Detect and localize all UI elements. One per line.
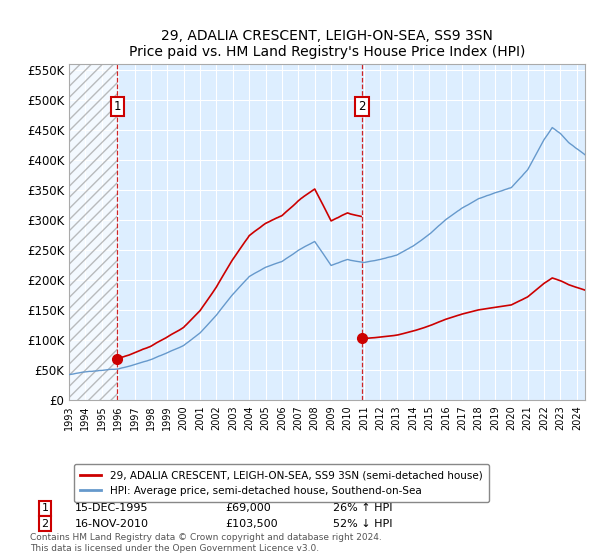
- Bar: [69, 64, 118, 400]
- Legend: 29, ADALIA CRESCENT, LEIGH-ON-SEA, SS9 3SN (semi-detached house), HPI: Average p: 29, ADALIA CRESCENT, LEIGH-ON-SEA, SS9 3…: [74, 464, 488, 502]
- Text: 2: 2: [41, 519, 49, 529]
- Text: Contains HM Land Registry data © Crown copyright and database right 2024.
This d: Contains HM Land Registry data © Crown c…: [30, 533, 382, 553]
- Text: 16-NOV-2010: 16-NOV-2010: [75, 519, 149, 529]
- Title: 29, ADALIA CRESCENT, LEIGH-ON-SEA, SS9 3SN
Price paid vs. HM Land Registry's Hou: 29, ADALIA CRESCENT, LEIGH-ON-SEA, SS9 3…: [129, 29, 525, 59]
- Text: 1: 1: [114, 100, 121, 113]
- Text: 15-DEC-1995: 15-DEC-1995: [75, 503, 149, 514]
- Text: 1: 1: [41, 503, 49, 514]
- Text: 52% ↓ HPI: 52% ↓ HPI: [333, 519, 392, 529]
- Text: £103,500: £103,500: [225, 519, 278, 529]
- Text: 2: 2: [358, 100, 365, 113]
- Text: £69,000: £69,000: [225, 503, 271, 514]
- Text: 26% ↑ HPI: 26% ↑ HPI: [333, 503, 392, 514]
